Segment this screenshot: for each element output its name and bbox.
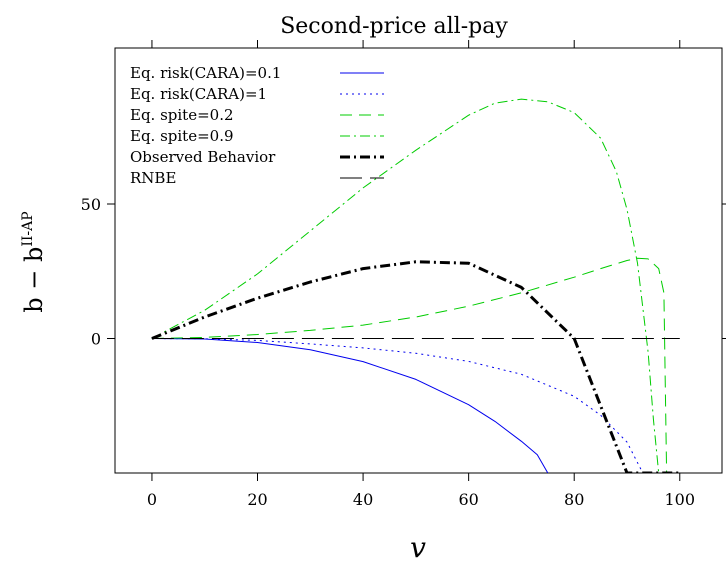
plot-frame <box>114 47 723 474</box>
y-tick-label: 50 <box>81 195 101 214</box>
y-axis-label: b − b <box>20 247 48 313</box>
legend-label-1: Eq. risk(CARA)=0.1 <box>130 64 281 82</box>
legend-label-4: Eq. spite=0.9 <box>130 127 234 145</box>
legend-label-5: Observed Behavior <box>130 148 276 166</box>
y-axis-label-group: b − bII-AP <box>20 211 48 312</box>
x-tick-label: 80 <box>564 490 584 509</box>
legend-label-6: RNBE <box>130 169 176 187</box>
x-tick-label: 40 <box>353 490 373 509</box>
y-axis-label-superscript: II-AP <box>20 211 36 246</box>
x-tick-label: 20 <box>247 490 267 509</box>
x-axis-label: v <box>410 531 426 564</box>
plot-border <box>114 47 723 474</box>
x-tick-label: 0 <box>147 490 157 509</box>
x-tick-label: 60 <box>458 490 478 509</box>
series-line-1 <box>151 338 549 473</box>
series-line-4 <box>151 98 660 473</box>
legend-label-2: Eq. risk(CARA)=1 <box>130 85 267 103</box>
series-line-5 <box>151 260 680 473</box>
chart-title: Second-price all-pay <box>280 14 508 39</box>
tick-marks <box>107 40 726 481</box>
series-line-3 <box>151 257 668 473</box>
x-tick-label: 100 <box>665 490 696 509</box>
x-tick-labels: 0 20 40 60 80 100 <box>147 490 695 509</box>
y-tick-label: 0 <box>91 330 101 349</box>
legend: Eq. risk(CARA)=0.1 Eq. risk(CARA)=1 Eq. sp… <box>130 64 384 187</box>
series-lines <box>151 98 680 473</box>
svg-text:b − bII-AP: b − bII-AP <box>20 211 48 312</box>
legend-label-3: Eq. spite=0.2 <box>130 106 234 124</box>
series-line-2 <box>151 338 644 473</box>
y-tick-labels: 0 50 <box>81 195 101 348</box>
